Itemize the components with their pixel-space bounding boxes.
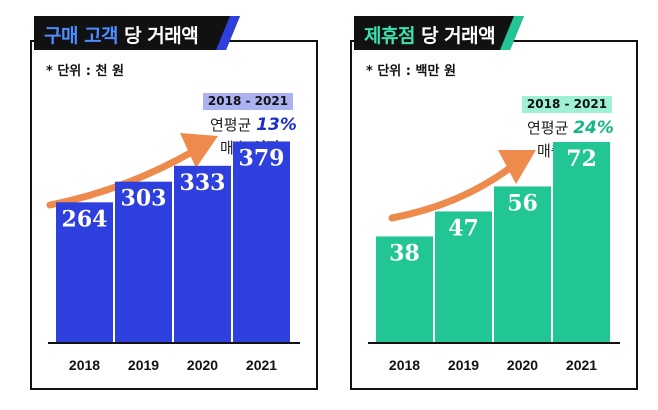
left-value-label: 379 bbox=[239, 145, 285, 171]
left-value-label: 303 bbox=[121, 186, 167, 212]
left-tick-label: 2019 bbox=[128, 357, 159, 373]
right-period-label: 2018 - 2021 bbox=[522, 96, 612, 113]
left-value-label: 333 bbox=[180, 170, 226, 196]
right-cagr-value: 24% bbox=[573, 118, 614, 138]
right-value-label: 72 bbox=[566, 146, 597, 172]
left-growth-arrowhead bbox=[180, 133, 218, 168]
right-tick-label: 2019 bbox=[448, 357, 479, 373]
left-bar-chart: 264 2018 303 2019 333 2020 379 2021 bbox=[46, 133, 300, 373]
right-unit-label: * 단위 : 백만 원 bbox=[366, 64, 456, 79]
right-growth-arrowhead bbox=[498, 150, 536, 184]
right-chart-title: 제휴점 당 거래액 bbox=[364, 21, 496, 48]
left-chart-title: 구매 고객 당 거래액 bbox=[44, 21, 199, 48]
right-value-label: 38 bbox=[389, 240, 420, 266]
right-tick-label: 2021 bbox=[566, 357, 597, 373]
right-tick-label: 2020 bbox=[507, 357, 538, 373]
right-value-label: 56 bbox=[507, 190, 538, 216]
left-cagr-line: 연평균 13% bbox=[210, 114, 297, 135]
right-bar-2019 bbox=[435, 211, 492, 342]
left-period-label: 2018 - 2021 bbox=[203, 93, 293, 110]
left-banner-shape bbox=[34, 16, 240, 50]
left-bar-2018 bbox=[56, 202, 113, 342]
right-bar-2021 bbox=[553, 142, 610, 342]
right-bar-2020 bbox=[494, 186, 551, 342]
left-cagr-prefix: 연평균 bbox=[210, 116, 252, 134]
left-bar-2019 bbox=[115, 181, 172, 342]
right-title-banner: 제휴점 당 거래액 bbox=[354, 16, 524, 50]
right-cagr-prefix: 연평균 bbox=[527, 119, 569, 137]
left-tick-label: 2020 bbox=[187, 357, 218, 373]
left-tick-label: 2018 bbox=[69, 357, 100, 373]
right-tick-label: 2018 bbox=[389, 357, 420, 373]
right-title-highlight: 제휴점 bbox=[364, 25, 415, 47]
left-title-rest: 당 거래액 bbox=[124, 25, 199, 47]
right-bar-2018 bbox=[376, 236, 433, 342]
right-title-rest: 당 거래액 bbox=[421, 25, 496, 47]
right-value-label: 47 bbox=[448, 215, 479, 241]
left-unit-label: * 단위 : 천 원 bbox=[46, 64, 124, 79]
left-bar-2020 bbox=[174, 165, 231, 342]
right-bar-chart: 38 2018 47 2019 56 2020 72 2021 bbox=[368, 142, 620, 373]
right-banner-shape bbox=[354, 16, 524, 50]
left-value-label: 264 bbox=[62, 206, 108, 232]
left-tick-label: 2021 bbox=[246, 357, 277, 373]
left-bar-2021 bbox=[233, 141, 290, 342]
left-title-banner: 구매 고객 당 거래액 bbox=[34, 16, 240, 50]
right-cagr-line: 연평균 24% bbox=[527, 117, 614, 138]
left-cagr-value: 13% bbox=[256, 115, 297, 135]
left-title-highlight: 구매 고객 bbox=[44, 25, 119, 47]
right-growth-arrow bbox=[388, 164, 514, 222]
